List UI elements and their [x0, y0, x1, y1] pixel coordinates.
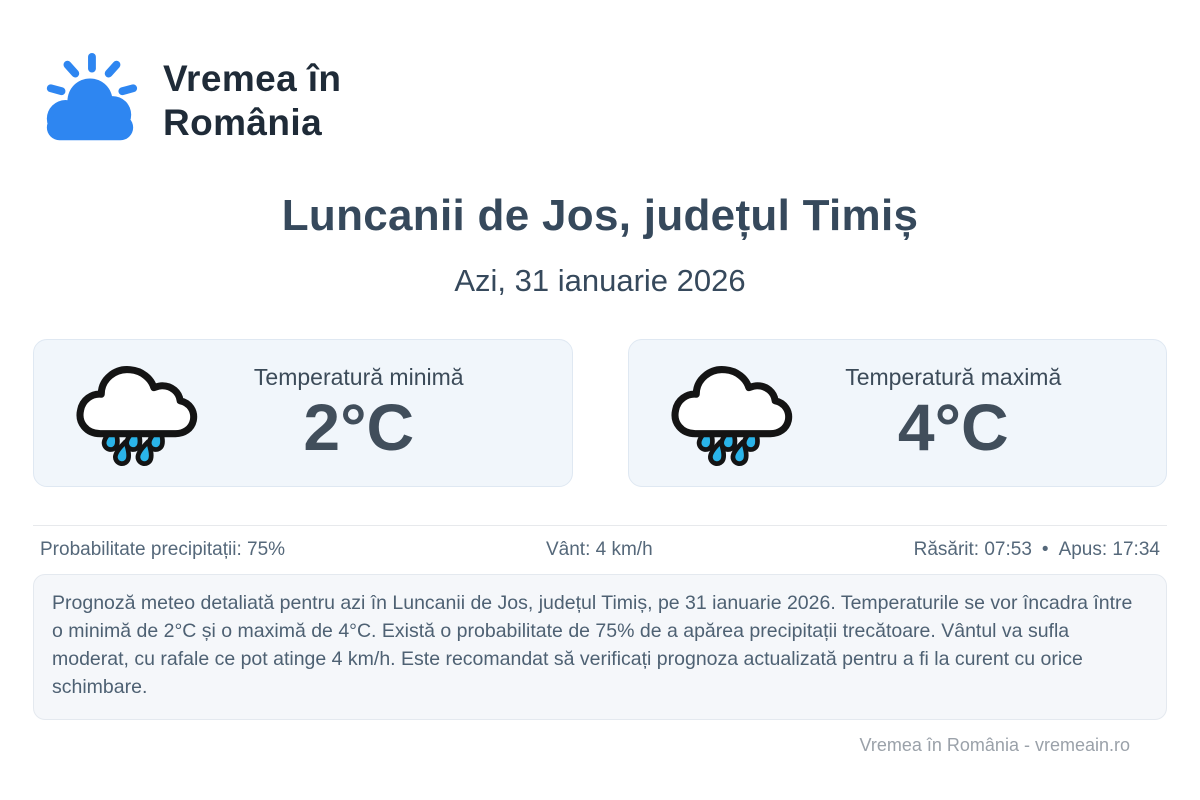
- page-footer: Vremea în România - vremeain.ro: [33, 720, 1167, 756]
- weather-page: Vremea în România Luncanii de Jos, județ…: [33, 0, 1167, 756]
- max-temp-text: Temperatură maximă 4°C: [793, 364, 1115, 461]
- precipitation-stat: Probabilitate precipitații: 75%: [40, 539, 286, 560]
- max-temp-label: Temperatură maximă: [845, 364, 1062, 391]
- header-logo-row: Vremea în România: [33, 0, 1167, 157]
- rain-cloud-icon: [671, 366, 792, 466]
- min-temp-card: Temperatură minimă 2°C: [33, 339, 573, 487]
- sun-times-separator: •: [1041, 539, 1049, 560]
- logo-line-2: România: [163, 102, 323, 143]
- sunrise-stat: Răsărit: 07:53: [913, 539, 1032, 560]
- page-title: Luncanii de Jos, județul Timiș: [281, 191, 919, 240]
- stats-divider: [33, 525, 1167, 526]
- footer-credit: Vremea în România - vremeain.ro: [859, 735, 1130, 755]
- sun-cloud-icon: [46, 52, 138, 141]
- site-logo[interactable]: Vremea în România: [39, 50, 341, 152]
- min-temp-label: Temperatură minimă: [253, 364, 464, 391]
- min-temp-value: 2°C: [303, 390, 415, 465]
- wind-stat: Vânt: 4 km/h: [545, 539, 653, 560]
- logo-line-1: Vremea în: [163, 58, 342, 100]
- sunset-stat: Apus: 17:34: [1058, 539, 1160, 560]
- max-temp-card: Temperatură maximă 4°C: [627, 339, 1167, 487]
- forecast-text: Prognoză meteo detaliată pentru azi în L…: [52, 592, 1133, 698]
- min-temp-text: Temperatură minimă 2°C: [198, 364, 520, 461]
- site-logo-text: Vremea în România: [163, 57, 341, 144]
- forecast-box: Prognoză meteo detaliată pentru azi în L…: [33, 574, 1167, 720]
- rain-cloud-icon: [76, 366, 198, 466]
- sun-times-stat: Răsărit: 07:53 • Apus: 17:34: [914, 539, 1160, 561]
- max-temp-value: 4°C: [897, 390, 1009, 465]
- page-subtitle: Azi, 31 ianuarie 2026: [454, 263, 746, 298]
- temperature-cards: Temperatură minimă 2°C Temperatură maxim…: [33, 339, 1167, 487]
- stats-row: Probabilitate precipitații: 75% Vânt: 4 …: [33, 539, 1167, 561]
